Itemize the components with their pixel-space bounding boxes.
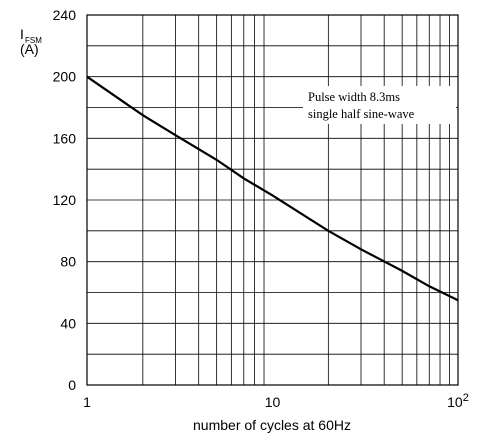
annotation-line-2: single half sine-wave <box>308 107 415 121</box>
y-tick-labels: 0 40 80 120 160 200 240 <box>53 7 77 393</box>
x-axis-title: number of cycles at 60Hz <box>193 417 351 433</box>
series-line <box>86 75 459 302</box>
y-tick-label: 200 <box>53 69 77 85</box>
y-tick-label: 160 <box>53 130 77 146</box>
annotation-background <box>303 86 456 124</box>
y-tick-label: 240 <box>53 7 77 23</box>
y-axis-symbol: I <box>20 26 24 42</box>
x-tick-label: 1 <box>83 394 91 410</box>
x-tick-labels: 1 10 102 <box>83 392 469 410</box>
y-tick-label: 0 <box>68 377 76 393</box>
y-axis-subscript: FSM <box>25 36 42 45</box>
y-tick-label: 120 <box>53 192 77 208</box>
plot-frame <box>86 14 459 386</box>
annotation-box: Pulse width 8.3ms single half sine-wave <box>303 86 456 124</box>
y-tick-label: 80 <box>60 254 76 270</box>
y-axis-unit: (A) <box>20 41 39 57</box>
y-tick-label: 40 <box>60 315 76 331</box>
y-axis-title: I FSM (A) <box>20 26 42 57</box>
x-tick-label: 10 <box>265 394 281 410</box>
annotation-line-1: Pulse width 8.3ms <box>308 90 400 104</box>
grid <box>87 15 458 385</box>
